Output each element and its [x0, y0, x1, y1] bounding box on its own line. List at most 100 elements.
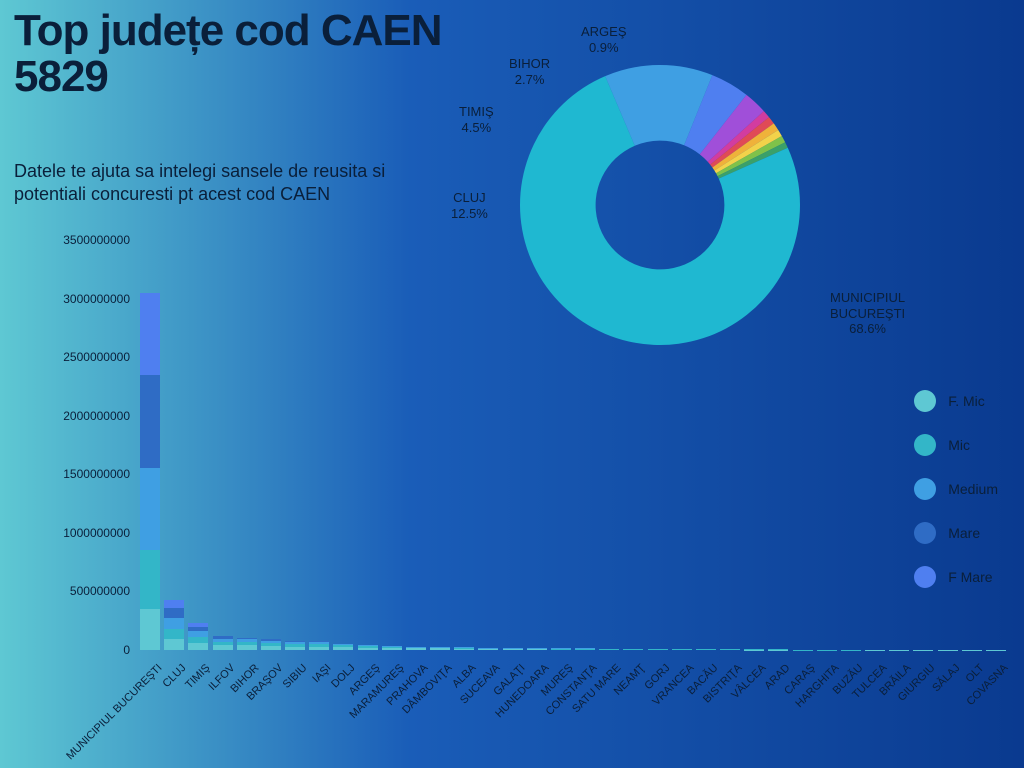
bar-segment	[261, 643, 281, 646]
bar-segment	[551, 649, 571, 650]
bar-segment	[430, 647, 450, 648]
bar-segment	[382, 648, 402, 650]
legend-label: Medium	[948, 481, 998, 497]
bar-segment	[140, 375, 160, 469]
bar-segment	[164, 629, 184, 640]
bar-segment	[382, 646, 402, 647]
bar-segment	[527, 649, 547, 650]
legend-swatch	[914, 522, 936, 544]
y-axis-tick: 0	[20, 643, 130, 657]
y-axis-tick: 2500000000	[20, 350, 130, 364]
legend-item: Mic	[914, 434, 998, 456]
bar-segment	[237, 645, 257, 650]
y-axis: 0500000000100000000015000000002000000000…	[20, 240, 130, 650]
legend-swatch	[914, 390, 936, 412]
legend-item: F Mare	[914, 566, 998, 588]
bar-segment	[237, 639, 257, 641]
bar-segment	[140, 293, 160, 375]
bar-segment	[648, 649, 668, 650]
bar-segment	[478, 649, 498, 650]
x-axis-label: CLUJ	[161, 662, 189, 690]
bar-segment	[696, 649, 716, 650]
legend-label: Mic	[948, 437, 970, 453]
bar-segment	[406, 647, 426, 648]
bar-segment	[164, 618, 184, 629]
bar-segment	[333, 647, 353, 650]
donut-slice-label: ARGEŞ0.9%	[581, 24, 627, 55]
x-axis-label: SIBIU	[281, 662, 310, 691]
bar-segment	[188, 623, 208, 627]
bar-segment	[261, 641, 281, 643]
bar-segment	[623, 649, 643, 650]
legend-swatch	[914, 566, 936, 588]
bar-segment	[309, 641, 329, 642]
bar-segment	[213, 645, 233, 650]
bar-segment	[140, 550, 160, 609]
bar-segment	[188, 631, 208, 637]
y-axis-tick: 3000000000	[20, 292, 130, 306]
bar-segment	[527, 648, 547, 649]
page-title: Top județe cod CAEN 5829	[14, 8, 534, 100]
bar-segment	[720, 649, 740, 650]
legend-item: F. Mic	[914, 390, 998, 412]
legend-label: F. Mic	[948, 393, 985, 409]
legend-label: F Mare	[948, 569, 992, 585]
bar-segment	[430, 648, 450, 650]
bar-segment	[285, 647, 305, 651]
bar-segment	[309, 642, 329, 644]
bar-segment	[213, 636, 233, 639]
page-subtitle: Datele te ajuta sa intelegi sansele de r…	[14, 160, 454, 207]
legend-label: Mare	[948, 525, 980, 541]
y-axis-tick: 2000000000	[20, 409, 130, 423]
bar-segment	[333, 644, 353, 645]
bar-segment	[140, 609, 160, 650]
legend-item: Mare	[914, 522, 998, 544]
bar-segment	[309, 647, 329, 651]
bar-segment	[333, 645, 353, 647]
y-axis-tick: 500000000	[20, 584, 130, 598]
y-axis-tick: 1500000000	[20, 467, 130, 481]
donut-slice-label: BIHOR2.7%	[509, 56, 550, 87]
bar-segment	[237, 638, 257, 639]
bar-segment	[382, 647, 402, 648]
bar-segment	[164, 639, 184, 650]
bar-segment	[358, 646, 378, 648]
bar-segment	[575, 649, 595, 650]
bar-segment	[188, 643, 208, 650]
bar-segment	[430, 647, 450, 648]
bar-segment	[551, 649, 571, 650]
bar-segment	[285, 641, 305, 642]
donut-slice-label: CLUJ12.5%	[451, 190, 488, 221]
bar-segment	[309, 644, 329, 646]
bar-segment	[285, 642, 305, 644]
legend-swatch	[914, 478, 936, 500]
bar-chart: 0 500000000 1000000000 1500000000 2000000000…	[20, 240, 1010, 750]
bar-segment	[261, 639, 281, 640]
bar-segment	[213, 642, 233, 646]
bar-segment	[454, 649, 474, 650]
bar-segment	[213, 639, 233, 642]
y-axis-tick: 1000000000	[20, 526, 130, 540]
bar-segment	[188, 637, 208, 643]
legend-item: Medium	[914, 478, 998, 500]
bar-plot-area	[140, 240, 1010, 650]
bar-segment	[358, 645, 378, 646]
bar-segment	[188, 627, 208, 632]
bar-segment	[261, 646, 281, 650]
bar-segment	[406, 648, 426, 650]
bar-segment	[406, 647, 426, 648]
bar-segment	[478, 648, 498, 649]
y-axis-tick: 3500000000	[20, 233, 130, 247]
bar-segment	[672, 649, 692, 650]
legend-swatch	[914, 434, 936, 456]
x-axis-label: MUNICIPIUL BUCUREŞTI	[64, 662, 164, 762]
bar-segment	[164, 608, 184, 619]
bar-segment	[358, 648, 378, 650]
bar-segment	[237, 642, 257, 646]
bar-segment	[503, 648, 523, 649]
donut-slice-label: TIMIŞ4.5%	[459, 104, 494, 135]
legend: F. Mic Mic Medium Mare F Mare	[914, 390, 998, 588]
bar-segment	[140, 468, 160, 550]
bar-segment	[454, 648, 474, 649]
bar-segment	[599, 649, 619, 650]
